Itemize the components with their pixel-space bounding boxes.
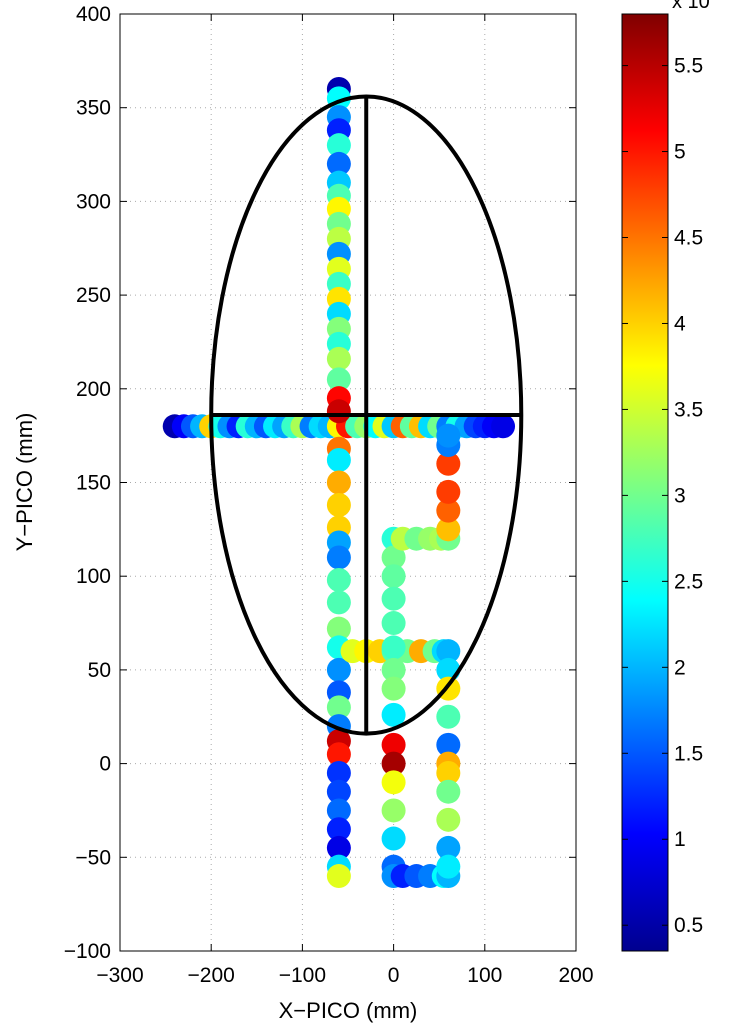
data-point xyxy=(326,590,351,615)
data-point xyxy=(326,133,351,158)
y-tick-label: 100 xyxy=(76,565,111,588)
data-point xyxy=(381,657,406,682)
data-point xyxy=(381,545,406,570)
x-tick-label: 100 xyxy=(467,964,502,987)
data-point xyxy=(326,151,351,176)
colorbar-tick-label: 2.5 xyxy=(674,570,703,593)
data-point xyxy=(326,492,351,517)
data-point xyxy=(326,448,351,473)
y-axis: −100 −50 0 50 100 150 200 250 300 350 400 xyxy=(64,3,576,963)
data-point xyxy=(381,635,406,660)
data-point xyxy=(436,498,461,523)
colorbar-tick-label: 0.5 xyxy=(674,914,703,937)
colorbar-tick-label: 3 xyxy=(674,484,686,507)
y-tick-label: 300 xyxy=(76,190,111,213)
x-tick-label: 0 xyxy=(388,964,400,987)
x-tick-label: −300 xyxy=(96,964,143,987)
x-axis-label: X−PICO (mm) xyxy=(279,998,418,1023)
colorbar-tick-label: 3.5 xyxy=(674,398,703,421)
data-point xyxy=(436,854,461,879)
colorbar-tick-label: 5 xyxy=(674,141,686,164)
data-point xyxy=(381,751,406,776)
overlay-shapes xyxy=(209,94,524,736)
data-point xyxy=(326,399,351,424)
data-point xyxy=(436,835,461,860)
data-point xyxy=(491,414,516,439)
data-point xyxy=(326,695,351,720)
data-point xyxy=(381,586,406,611)
colorbar-tick-label: 5.5 xyxy=(674,55,703,78)
data-points xyxy=(162,76,516,889)
data-point xyxy=(436,639,461,664)
data-point xyxy=(436,423,461,448)
data-point xyxy=(326,760,351,785)
y-tick-label: −100 xyxy=(64,940,111,963)
y-tick-label: 250 xyxy=(76,284,111,307)
data-point xyxy=(436,779,461,804)
y-tick-label: 50 xyxy=(88,659,111,682)
data-point xyxy=(381,770,406,795)
data-point xyxy=(436,760,461,785)
data-point xyxy=(326,367,351,392)
x-axis: −300 −200 −100 0 100 200 xyxy=(96,14,594,987)
x-tick-label: −200 xyxy=(188,964,235,987)
data-point xyxy=(381,732,406,757)
colorbar-tick-label: 1 xyxy=(674,828,686,851)
data-point xyxy=(326,864,351,889)
data-point xyxy=(436,732,461,757)
colorbar-tick-label: 4 xyxy=(674,312,686,335)
colorbar-ticks: 0.5 1 1.5 2 2.5 3 3.5 4 4.5 5 5.5 xyxy=(622,55,703,937)
data-point xyxy=(326,779,351,804)
y-tick-label: 200 xyxy=(76,378,111,401)
data-point xyxy=(436,479,461,504)
data-point xyxy=(381,702,406,727)
data-point xyxy=(381,611,406,636)
colorbar-tick-label: 2 xyxy=(674,656,686,679)
colorbar xyxy=(621,13,669,952)
data-point xyxy=(326,545,351,570)
data-point xyxy=(326,616,351,641)
data-point xyxy=(381,798,406,823)
y-tick-label: 150 xyxy=(76,472,111,495)
data-point xyxy=(381,564,406,589)
data-point xyxy=(326,657,351,682)
data-point xyxy=(381,676,406,701)
y-tick-label: 0 xyxy=(99,753,111,776)
colorbar-tick-label: 1.5 xyxy=(674,742,703,765)
data-point xyxy=(436,704,461,729)
data-point xyxy=(326,835,351,860)
data-point xyxy=(326,346,351,371)
data-point xyxy=(436,517,461,542)
y-tick-label: −50 xyxy=(75,846,111,869)
y-tick-label: 350 xyxy=(76,97,111,120)
data-point xyxy=(326,567,351,592)
colorbar-exponent-label: x 10 xyxy=(672,0,710,13)
y-axis-label: Y−PICO (mm) xyxy=(12,413,37,552)
data-point xyxy=(436,451,461,476)
data-point xyxy=(326,742,351,767)
data-point xyxy=(326,817,351,842)
data-point xyxy=(326,798,351,823)
data-point xyxy=(436,807,461,832)
data-point xyxy=(326,470,351,495)
y-tick-label: 400 xyxy=(76,3,111,26)
grid-lines xyxy=(120,14,576,951)
colorbar-tick-label: 4.5 xyxy=(674,227,703,250)
x-tick-label: −100 xyxy=(279,964,326,987)
data-point xyxy=(381,826,406,851)
x-tick-label: 200 xyxy=(558,964,593,987)
